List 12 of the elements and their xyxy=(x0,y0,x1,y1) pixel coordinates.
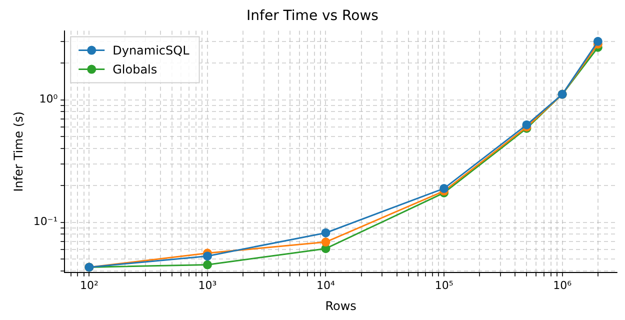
y-axis-title: Infer Time (s) xyxy=(11,111,26,192)
chart-title: Infer Time vs Rows xyxy=(246,8,378,24)
x-tick-label: 10⁵ xyxy=(434,278,454,292)
x-tick-label: 10² xyxy=(80,278,98,292)
y-tick-label: 10⁰ xyxy=(39,92,58,106)
legend-label: Globals xyxy=(112,62,158,76)
x-tick-label: 10³ xyxy=(198,278,217,292)
legend-label: DynamicSQL xyxy=(112,43,190,58)
y-tick-label: 10⁻¹ xyxy=(33,215,58,228)
x-tick-label: 10⁴ xyxy=(316,278,336,292)
x-tick-label: 10⁶ xyxy=(553,278,572,292)
x-axis-title: Rows xyxy=(325,298,356,313)
